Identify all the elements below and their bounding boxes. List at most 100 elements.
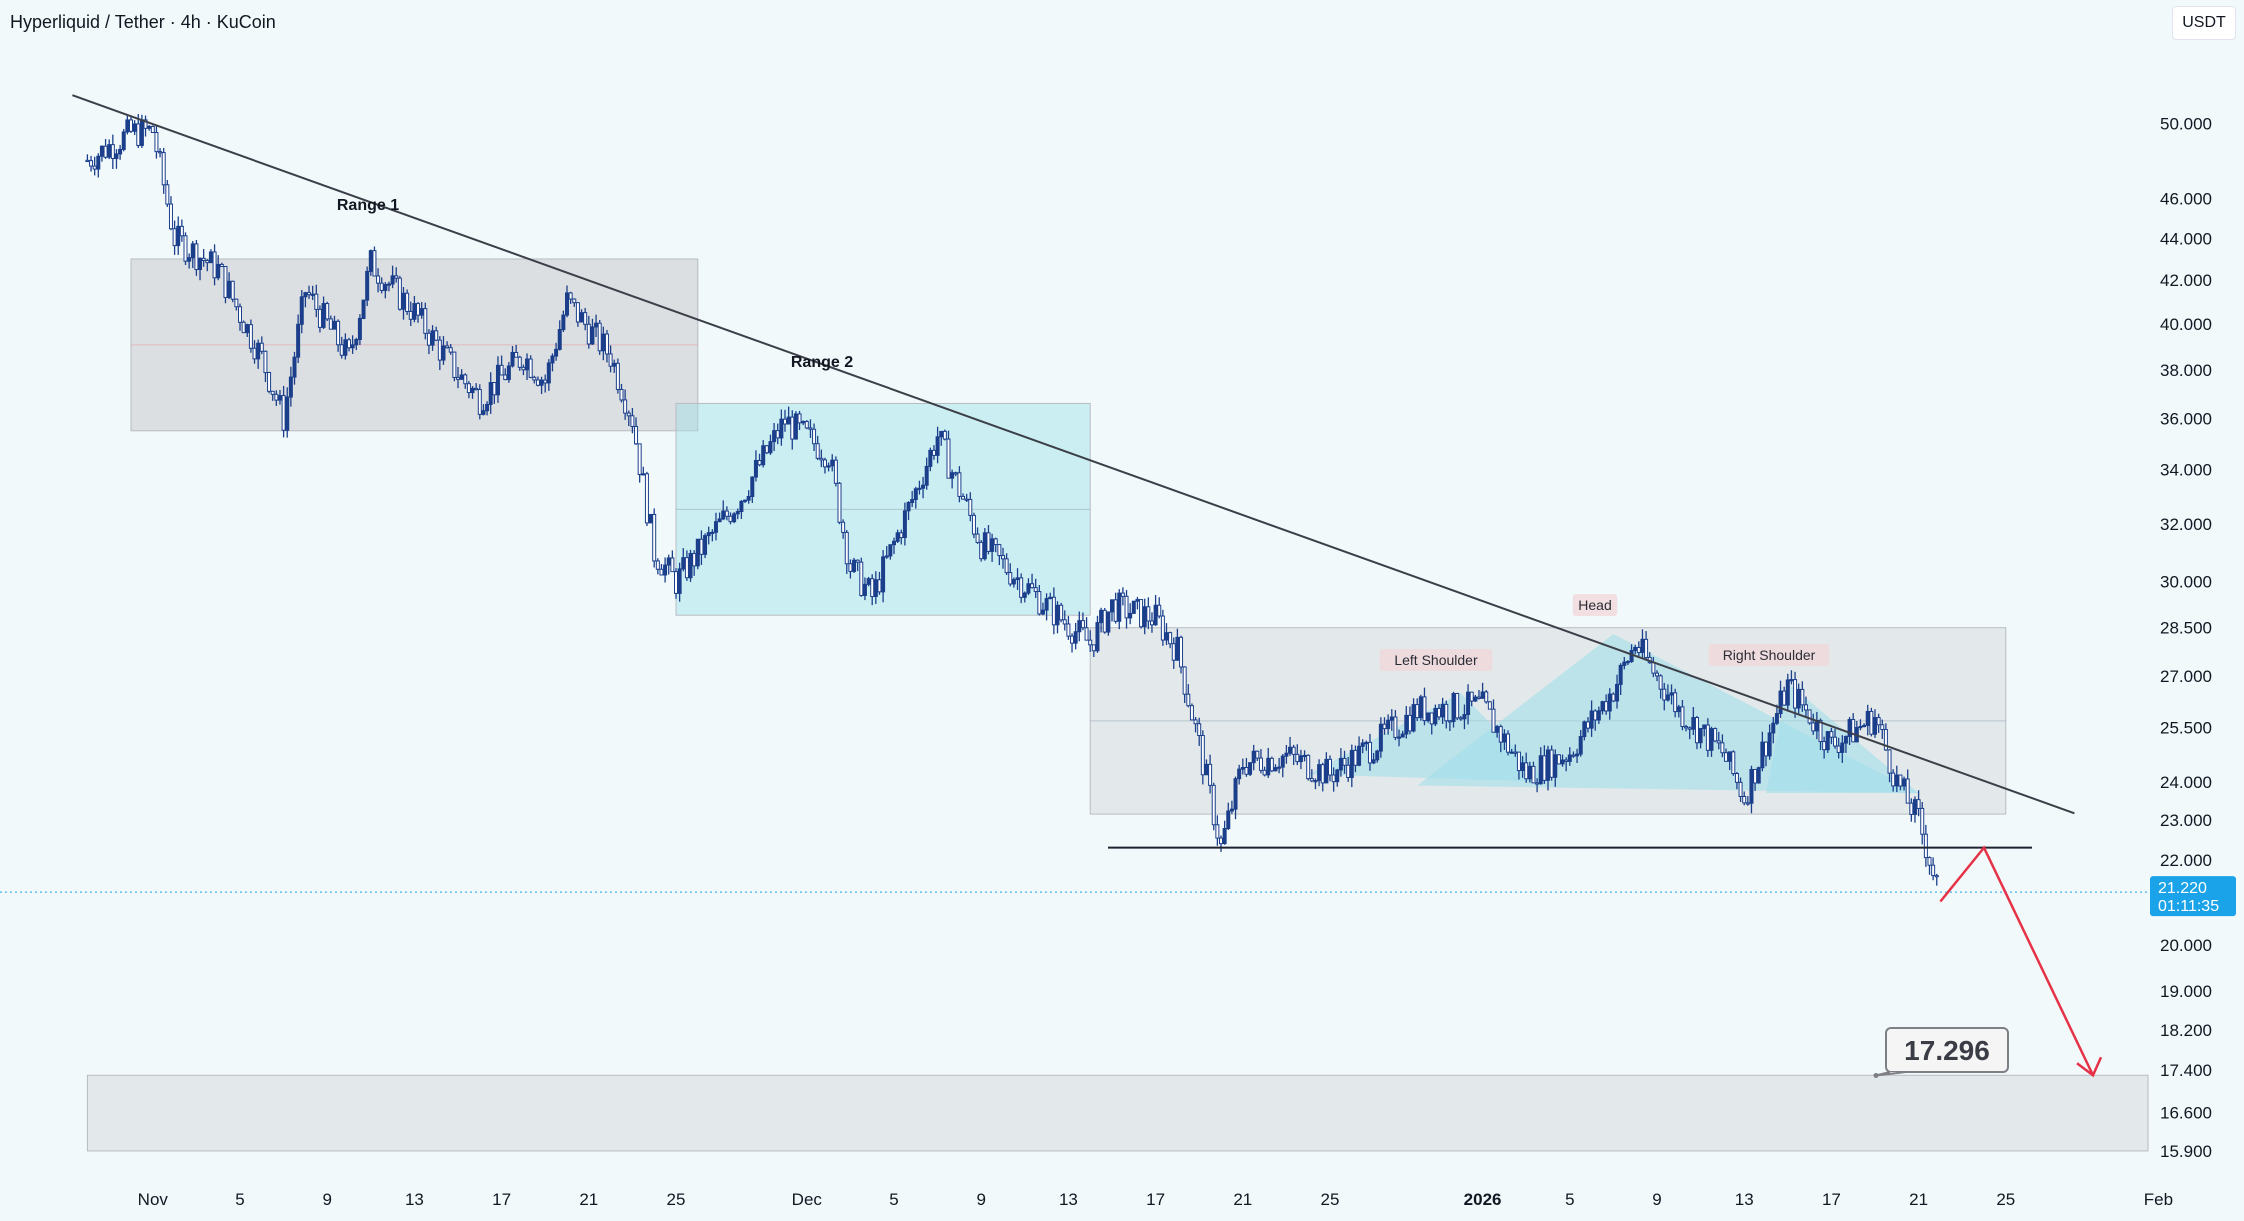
candle[interactable] xyxy=(248,319,253,353)
candle[interactable] xyxy=(1920,802,1925,845)
candle[interactable] xyxy=(172,220,177,255)
candle[interactable] xyxy=(724,506,729,521)
candle[interactable] xyxy=(684,550,689,581)
candle[interactable] xyxy=(1745,796,1750,806)
candle[interactable] xyxy=(299,289,304,334)
candle[interactable] xyxy=(1902,776,1907,791)
candle[interactable] xyxy=(1033,578,1038,599)
candle[interactable] xyxy=(630,408,635,434)
candle[interactable] xyxy=(463,373,468,389)
candle[interactable] xyxy=(1593,709,1598,731)
candle[interactable] xyxy=(430,325,435,351)
candle[interactable] xyxy=(648,513,653,524)
candle[interactable] xyxy=(1248,762,1253,777)
candle[interactable] xyxy=(1375,749,1380,763)
candle[interactable] xyxy=(92,156,97,176)
candle[interactable] xyxy=(1269,756,1274,773)
candle[interactable] xyxy=(1600,700,1605,715)
candle[interactable] xyxy=(1240,758,1245,775)
candle[interactable] xyxy=(1262,766,1267,777)
candle[interactable] xyxy=(1204,759,1209,776)
candle[interactable] xyxy=(1051,587,1056,635)
candle[interactable] xyxy=(1585,717,1590,733)
candle[interactable] xyxy=(1407,706,1412,735)
candle[interactable] xyxy=(1727,751,1732,771)
candle[interactable] xyxy=(1226,802,1231,831)
candle[interactable] xyxy=(1516,751,1521,780)
candle[interactable] xyxy=(1040,602,1045,616)
candle[interactable] xyxy=(241,320,246,334)
candle[interactable] xyxy=(212,244,217,286)
candle[interactable] xyxy=(528,355,533,379)
candle[interactable] xyxy=(121,128,126,152)
candle[interactable] xyxy=(285,387,290,438)
candle[interactable] xyxy=(717,512,722,523)
candle[interactable] xyxy=(1382,717,1387,735)
candle[interactable] xyxy=(1411,698,1416,733)
candle[interactable] xyxy=(368,249,373,276)
candle[interactable] xyxy=(1702,724,1707,737)
candle[interactable] xyxy=(1604,694,1609,715)
candle[interactable] xyxy=(1578,729,1583,757)
candle[interactable] xyxy=(245,323,250,337)
candle[interactable] xyxy=(1724,748,1729,762)
candle[interactable] xyxy=(993,537,998,553)
candle[interactable] xyxy=(819,449,824,468)
candle[interactable] xyxy=(939,430,944,446)
candle[interactable] xyxy=(713,512,718,541)
candle[interactable] xyxy=(1927,856,1932,875)
candle[interactable] xyxy=(1324,752,1329,784)
candle[interactable] xyxy=(1222,820,1227,845)
candle[interactable] xyxy=(147,125,152,131)
candle[interactable] xyxy=(1306,754,1311,781)
candle[interactable] xyxy=(1720,734,1725,758)
candle[interactable] xyxy=(546,359,551,391)
candle[interactable] xyxy=(1429,712,1434,735)
candle[interactable] xyxy=(390,265,395,289)
candle[interactable] xyxy=(1102,607,1107,634)
candle[interactable] xyxy=(503,368,508,381)
candle[interactable] xyxy=(1680,700,1685,731)
candle[interactable] xyxy=(1219,835,1223,852)
candle[interactable] xyxy=(143,115,148,137)
candle[interactable] xyxy=(710,529,715,542)
candle[interactable] xyxy=(892,537,896,555)
candle[interactable] xyxy=(1622,657,1627,670)
candle[interactable] xyxy=(1480,682,1485,699)
candle[interactable] xyxy=(1393,710,1398,741)
candle[interactable] xyxy=(688,549,693,582)
candle[interactable] xyxy=(1803,696,1808,718)
candle[interactable] xyxy=(234,298,239,311)
candle[interactable] xyxy=(841,519,846,539)
candle[interactable] xyxy=(917,480,922,495)
candle[interactable] xyxy=(1019,573,1024,604)
candle[interactable] xyxy=(1171,637,1176,669)
candle[interactable] xyxy=(1317,759,1322,787)
candle[interactable] xyxy=(1691,707,1696,736)
candle[interactable] xyxy=(303,291,308,308)
candle[interactable] xyxy=(361,299,366,320)
candle[interactable] xyxy=(594,314,599,337)
candle[interactable] xyxy=(837,482,842,525)
candle[interactable] xyxy=(1386,714,1391,735)
candle[interactable] xyxy=(786,406,791,425)
candle[interactable] xyxy=(132,120,137,136)
candle[interactable] xyxy=(1618,663,1623,695)
candle[interactable] xyxy=(270,390,275,401)
candle[interactable] xyxy=(125,115,130,135)
candle[interactable] xyxy=(354,337,359,351)
candle[interactable] xyxy=(1880,719,1885,739)
candle[interactable] xyxy=(1288,736,1293,756)
candle[interactable] xyxy=(797,410,802,431)
candle[interactable] xyxy=(365,266,370,307)
candle[interactable] xyxy=(1476,689,1481,700)
candle[interactable] xyxy=(1193,716,1198,733)
projection-path[interactable] xyxy=(1939,845,2095,1076)
candle[interactable] xyxy=(350,335,355,354)
candle[interactable] xyxy=(1066,615,1071,640)
candle[interactable] xyxy=(870,574,875,606)
candle[interactable] xyxy=(913,486,918,509)
candle[interactable] xyxy=(848,559,853,579)
candle[interactable] xyxy=(652,508,657,568)
candle[interactable] xyxy=(85,154,90,163)
